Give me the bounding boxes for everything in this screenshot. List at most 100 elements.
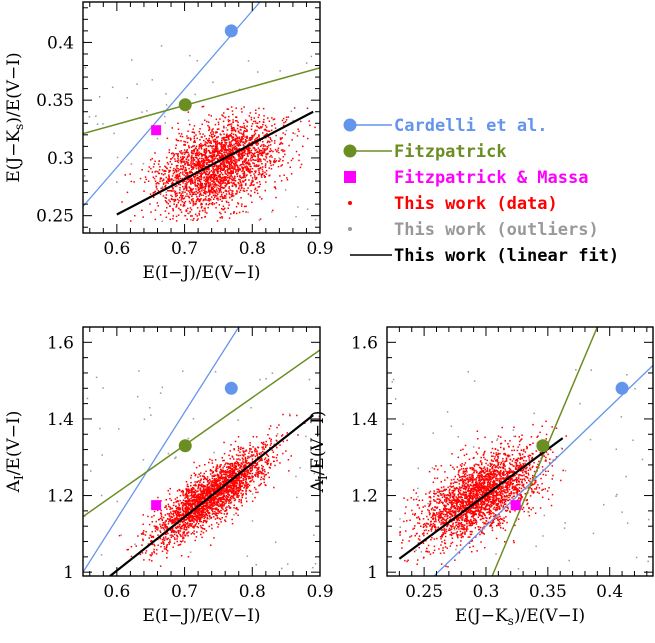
data-point — [183, 528, 185, 531]
data-point — [230, 195, 233, 198]
data-point — [207, 187, 210, 189]
data-point — [198, 497, 200, 499]
data-point — [273, 123, 276, 125]
data-point — [221, 471, 223, 473]
data-point — [204, 154, 206, 156]
data-point — [208, 161, 211, 163]
data-point — [211, 485, 213, 488]
data-point — [121, 201, 123, 203]
data-point — [211, 150, 214, 153]
data-point — [254, 187, 257, 189]
outlier-point — [151, 79, 153, 81]
data-point — [179, 533, 181, 536]
data-point — [181, 173, 184, 175]
data-point — [196, 215, 198, 217]
data-point — [158, 169, 161, 171]
data-point — [173, 510, 175, 512]
data-point — [200, 174, 203, 176]
data-point — [228, 193, 231, 195]
data-point — [166, 550, 169, 552]
data-point — [231, 149, 234, 151]
data-point — [213, 165, 215, 168]
data-point — [167, 179, 169, 181]
data-point — [203, 153, 206, 156]
data-point — [194, 493, 196, 496]
data-point — [240, 181, 242, 184]
data-point — [248, 484, 251, 487]
data-point — [155, 185, 158, 187]
data-point — [230, 175, 233, 177]
data-point — [184, 163, 186, 166]
data-point — [181, 527, 183, 530]
data-point — [151, 543, 154, 546]
data-point — [238, 482, 241, 484]
data-point — [179, 183, 182, 186]
data-point — [214, 150, 217, 152]
data-point — [238, 137, 241, 139]
data-point — [198, 512, 201, 514]
data-point — [199, 164, 201, 167]
data-point — [193, 513, 195, 515]
data-point — [141, 169, 143, 171]
data-point — [198, 465, 201, 467]
data-point — [205, 203, 208, 205]
data-point — [241, 138, 243, 141]
data-point — [205, 514, 207, 516]
data-point — [223, 196, 225, 199]
data-point — [217, 193, 219, 196]
data-point — [208, 176, 211, 178]
data-point — [224, 146, 226, 149]
data-point — [258, 470, 260, 472]
data-point — [181, 195, 183, 197]
data-point — [262, 147, 264, 150]
data-point — [189, 139, 192, 141]
data-point — [187, 207, 189, 210]
data-point — [211, 480, 214, 482]
data-point — [165, 548, 168, 551]
data-point — [212, 181, 215, 183]
data-point — [244, 119, 247, 121]
data-point — [193, 525, 195, 528]
data-point — [216, 177, 218, 179]
data-point — [188, 195, 190, 198]
data-point — [176, 139, 178, 142]
data-point — [245, 465, 247, 467]
data-point — [179, 499, 181, 502]
data-point — [214, 181, 216, 183]
data-point — [151, 171, 154, 173]
data-point — [160, 516, 163, 518]
data-point — [174, 198, 177, 201]
data-point — [187, 556, 190, 558]
data-point — [206, 486, 208, 489]
data-point — [240, 465, 243, 467]
data-point — [235, 107, 237, 109]
data-point — [213, 153, 216, 156]
data-point — [260, 160, 262, 163]
data-point — [197, 476, 199, 478]
data-point — [221, 160, 223, 162]
data-point — [214, 173, 216, 176]
data-point — [241, 180, 244, 182]
data-point — [231, 136, 233, 138]
data-point — [226, 149, 229, 151]
data-point — [215, 477, 218, 480]
data-point — [232, 119, 234, 121]
data-point — [166, 207, 168, 209]
data-point — [262, 469, 264, 471]
data-point — [251, 467, 253, 470]
data-point — [224, 179, 226, 181]
data-point — [226, 487, 228, 489]
data-point — [233, 143, 235, 146]
data-point — [197, 501, 199, 503]
data-point — [224, 463, 226, 466]
data-point — [225, 473, 227, 475]
data-point — [251, 500, 254, 502]
data-point — [168, 180, 170, 182]
data-point — [192, 516, 194, 518]
data-point — [182, 195, 184, 197]
data-point — [159, 523, 161, 526]
data-point — [263, 481, 265, 484]
data-point — [270, 138, 272, 141]
data-point — [253, 184, 255, 186]
data-point — [200, 203, 202, 206]
